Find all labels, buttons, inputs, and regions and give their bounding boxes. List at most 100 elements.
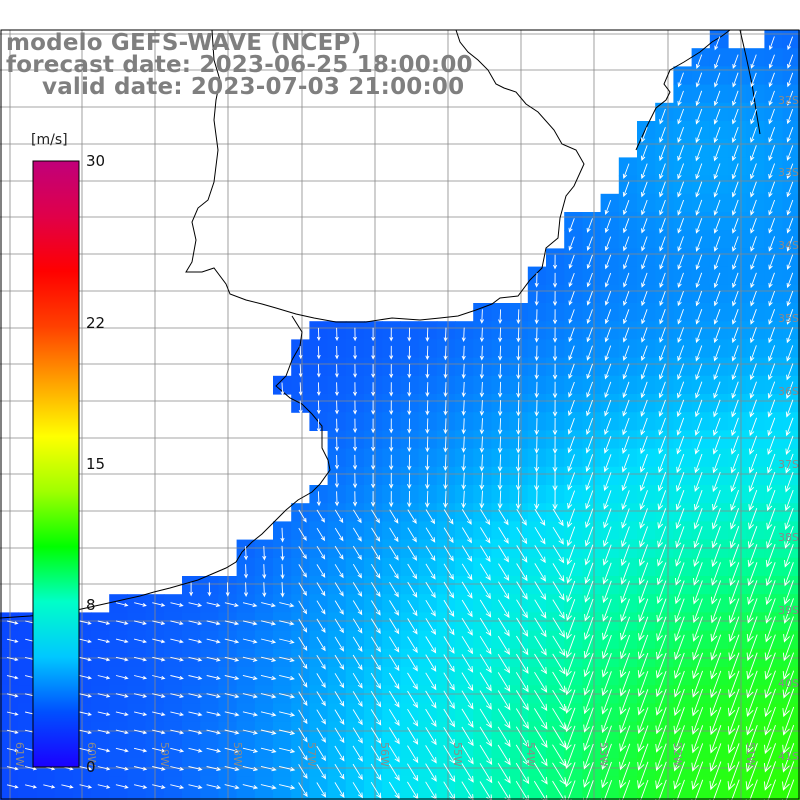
- wind-arrow: [566, 562, 576, 584]
- wind-arrow: [659, 236, 666, 252]
- wind-arrow: [534, 454, 540, 473]
- wind-speed-cell: [582, 794, 602, 800]
- wind-arrow: [407, 672, 418, 690]
- wind-arrow: [658, 417, 666, 436]
- wind-arrow: [655, 652, 667, 679]
- wind-arrow: [425, 563, 436, 580]
- wind-arrow: [242, 747, 259, 753]
- wind-arrow: [583, 743, 594, 770]
- wind-arrow: [335, 345, 339, 360]
- wind-arrow: [260, 620, 277, 626]
- wind-arrow: [407, 618, 418, 635]
- wind-arrow: [711, 562, 721, 586]
- wind-arrow: [695, 272, 703, 289]
- wind-arrow: [603, 508, 612, 529]
- wind-arrow: [768, 199, 776, 216]
- wind-arrow: [565, 725, 576, 751]
- wind-arrow: [695, 381, 703, 399]
- wind-arrow: [388, 781, 400, 800]
- wind-arrow: [461, 690, 474, 710]
- wind-arrow: [316, 709, 326, 725]
- wind-arrow: [443, 490, 448, 509]
- wind-arrow: [709, 725, 722, 754]
- wind-arrow: [335, 382, 339, 397]
- wind-arrow: [731, 218, 739, 234]
- wind-arrow: [695, 290, 703, 307]
- wind-arrow: [695, 327, 703, 344]
- wind-arrow: [534, 381, 539, 399]
- wind-arrow: [370, 672, 382, 690]
- wind-arrow: [498, 545, 509, 563]
- wind-arrow: [461, 527, 472, 544]
- wind-arrow: [425, 418, 430, 434]
- latitude-label: 38S: [778, 531, 799, 544]
- wind-arrow: [316, 382, 321, 397]
- wind-arrow: [443, 563, 454, 580]
- wind-arrow: [534, 418, 540, 436]
- wind-arrow: [389, 600, 400, 616]
- wind-arrow: [6, 729, 19, 734]
- wind-arrow: [407, 454, 412, 471]
- wind-arrow: [279, 602, 295, 608]
- wind-arrow: [461, 509, 472, 525]
- wind-arrow: [133, 675, 148, 680]
- wind-arrow: [677, 290, 684, 307]
- wind-arrow: [637, 707, 649, 734]
- wind-arrow: [479, 763, 493, 784]
- wind-arrow: [766, 507, 776, 530]
- wind-arrow: [601, 634, 612, 660]
- wind-arrow: [655, 725, 667, 753]
- wind-arrow: [479, 744, 493, 765]
- wind-arrow: [260, 674, 277, 681]
- wind-arrow: [497, 400, 503, 417]
- wind-arrow: [6, 675, 19, 680]
- wind-arrow: [260, 765, 277, 772]
- wind-arrow: [787, 36, 794, 51]
- wind-arrow: [568, 254, 575, 269]
- wind-vectors: [6, 36, 795, 800]
- wind-arrow: [388, 709, 400, 727]
- wind-arrow: [691, 725, 704, 754]
- wind-arrow: [152, 675, 166, 680]
- wind-arrow: [552, 689, 566, 712]
- wind-arrow: [675, 526, 685, 549]
- wind-arrow: [768, 327, 776, 344]
- wind-arrow: [242, 711, 259, 717]
- wind-arrow: [637, 743, 649, 771]
- wind-arrow: [480, 509, 491, 526]
- wind-speed-cell: [709, 794, 729, 800]
- wind-arrow: [370, 473, 376, 489]
- wind-arrow: [674, 580, 685, 605]
- wind-speed-cell: [291, 794, 310, 800]
- wind-arrow: [623, 272, 630, 288]
- wind-arrow: [566, 580, 576, 603]
- wind-arrow: [786, 309, 794, 325]
- wind-arrow: [584, 526, 594, 547]
- wind-arrow: [443, 327, 448, 342]
- wind-arrow: [115, 747, 129, 753]
- wind-arrow: [6, 638, 19, 643]
- wind-arrow: [785, 399, 794, 418]
- wind-arrow: [443, 345, 448, 361]
- wind-arrow: [133, 766, 148, 771]
- wind-arrow: [188, 766, 203, 771]
- wind-arrow: [407, 600, 418, 617]
- wind-arrow: [224, 638, 240, 644]
- wind-arrow: [747, 544, 758, 568]
- wind-arrow: [242, 693, 258, 699]
- wind-arrow: [748, 508, 758, 530]
- wind-arrow: [619, 634, 631, 660]
- wind-speed-cell: [473, 794, 492, 800]
- wind-arrow: [334, 564, 344, 579]
- wind-arrow: [534, 508, 546, 526]
- wind-arrow: [370, 727, 382, 744]
- wind-speed-cell: [54, 794, 74, 800]
- wind-arrow: [783, 616, 794, 643]
- wind-arrow: [786, 181, 794, 198]
- wind-arrow: [750, 108, 757, 125]
- wind-arrow: [785, 417, 794, 437]
- wind-arrow: [534, 581, 547, 601]
- wind-arrow: [389, 364, 394, 379]
- wind-arrow: [787, 54, 794, 69]
- longitude-label: 55W: [451, 742, 464, 767]
